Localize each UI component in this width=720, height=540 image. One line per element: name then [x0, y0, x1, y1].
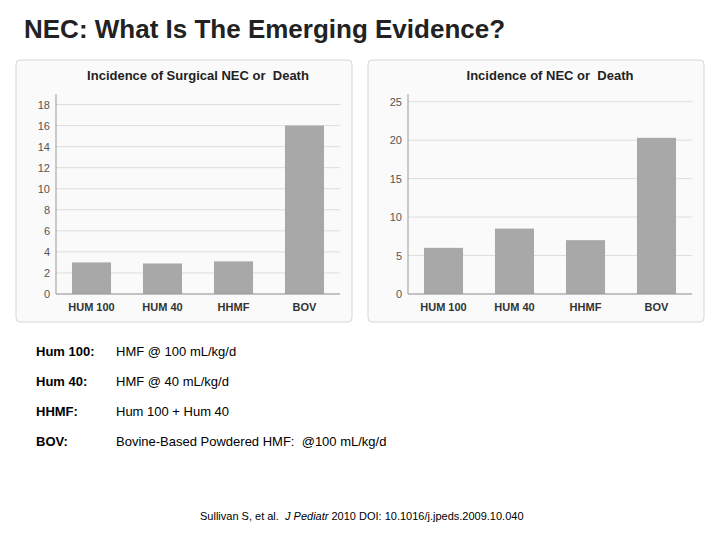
grid-line — [408, 101, 692, 102]
chart-svg: NEC: What Is The Emerging Evidence? Incid… — [0, 0, 720, 540]
grid-line — [56, 294, 340, 295]
note-text: Hum 100 + Hum 40 — [116, 404, 229, 419]
y-tick-label: 5 — [396, 250, 402, 262]
bar — [285, 126, 324, 294]
bar-chart: Incidence of Surgical NEC or Death 0 2 4 6 8 1… — [16, 60, 352, 322]
panel-background — [368, 60, 704, 322]
y-tick-label: 0 — [396, 288, 402, 300]
chart-title: Incidence of Surgical NEC or Death — [87, 68, 309, 83]
y-tick-label: 2 — [44, 267, 50, 279]
x-axis-line — [56, 294, 340, 295]
y-tick-label: 20 — [390, 134, 402, 146]
bar — [72, 262, 111, 294]
y-axis-line — [56, 94, 57, 294]
bar — [637, 138, 676, 294]
note-text: HMF @ 40 mL/kg/d — [116, 374, 229, 389]
citation: Sullivan S, et al. J Pediatr 2010 DOI: 1… — [200, 510, 524, 522]
y-tick-label: 25 — [390, 96, 402, 108]
y-tick-label: 18 — [38, 99, 50, 111]
note-label: BOV: — [36, 434, 68, 449]
y-tick-label: 15 — [390, 173, 402, 185]
note-text: Bovine-Based Powdered HMF: @100 mL/kg/d — [116, 434, 386, 449]
bars — [72, 126, 324, 294]
panel-background — [16, 60, 352, 322]
y-tick-label: 6 — [44, 225, 50, 237]
y-tick-label: 12 — [38, 162, 50, 174]
x-tick-label: HUM 100 — [420, 301, 466, 313]
chart-root: NEC: What Is The Emerging Evidence? Incid… — [0, 0, 720, 540]
bar — [424, 248, 463, 294]
y-tick-label: 4 — [44, 246, 50, 258]
y-axis-line — [408, 94, 409, 294]
x-tick-label: HHMF — [570, 301, 602, 313]
x-tick-label: BOV — [645, 301, 670, 313]
y-tick-label: 0 — [44, 288, 50, 300]
grid-line — [408, 294, 692, 295]
y-tick-label: 10 — [38, 183, 50, 195]
citation-part: Sullivan S, et al. — [200, 510, 285, 522]
legend-notes: Hum 100: HMF @ 100 mL/kg/d Hum 40: HMF @ 40… — [36, 344, 386, 449]
x-tick-label: HUM 40 — [494, 301, 534, 313]
citation-part: 2010 DOI: 10.1016/j.jpeds.2009.10.040 — [328, 510, 523, 522]
x-tick-label: HUM 100 — [68, 301, 114, 313]
x-tick-label: HUM 40 — [142, 301, 182, 313]
note-text: HMF @ 100 mL/kg/d — [116, 344, 236, 359]
page-title: NEC: What Is The Emerging Evidence? — [24, 14, 505, 44]
bar — [214, 261, 253, 294]
x-axis-line — [408, 294, 692, 295]
bar — [143, 263, 182, 294]
x-tick-label: BOV — [293, 301, 318, 313]
x-tick-label: HHMF — [218, 301, 250, 313]
y-tick-label: 10 — [390, 211, 402, 223]
bar — [495, 229, 534, 294]
bars — [424, 138, 676, 294]
y-tick-label: 8 — [44, 204, 50, 216]
note-label: Hum 100: — [36, 344, 95, 359]
grid-line — [56, 104, 340, 105]
y-tick-label: 14 — [38, 141, 50, 153]
note-label: Hum 40: — [36, 374, 87, 389]
y-tick-label: 16 — [38, 120, 50, 132]
bar-chart: Incidence of NEC or Death 0 5 10 15 20 25 HUM 1… — [368, 60, 704, 322]
chart-title: Incidence of NEC or Death — [467, 68, 634, 83]
bar — [566, 240, 605, 294]
citation-part: J Pediatr — [284, 510, 330, 522]
note-label: HHMF: — [36, 404, 78, 419]
